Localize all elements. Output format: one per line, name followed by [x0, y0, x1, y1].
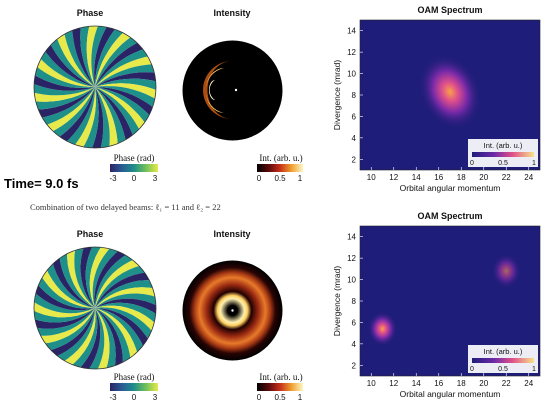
phase-tick-2-0: -3	[109, 393, 117, 402]
colorbar-tick: 0.5	[498, 366, 508, 373]
spectrum-title: OAM Spectrum	[417, 211, 482, 221]
phase-tick-2-1: 0	[131, 393, 137, 402]
y-tick-label: 4	[352, 340, 357, 349]
caption: Combination of two delayed beams: ℓ₁ = 1…	[30, 202, 221, 212]
phase-tick-1-0: -3	[109, 174, 117, 183]
intensity-tick-2-1: 0.5	[274, 393, 286, 402]
phase-map-2	[33, 246, 157, 370]
x-axis-label: Orbital angular momentum	[400, 389, 501, 399]
x-tick-label: 18	[457, 173, 466, 182]
intensity-map-1	[182, 40, 283, 141]
y-tick-label: 8	[352, 91, 357, 100]
phase-title-2: Phase	[76, 229, 104, 239]
intensity-colorbar-2	[257, 383, 303, 391]
y-tick-label: 2	[352, 361, 357, 370]
phase-tick-1-1: 0	[131, 174, 137, 183]
phase-map-1	[33, 25, 157, 149]
colorbar-tick: 1	[532, 160, 536, 167]
x-tick-label: 18	[457, 379, 466, 388]
y-axis-label: Divergence (mrad)	[332, 266, 342, 337]
intensity-colorbar-1	[257, 164, 303, 172]
intensity-colorbar-label-2: Int. (arb. u.)	[259, 372, 303, 382]
intensity-colorbar-label-1: Int. (arb. u.)	[259, 153, 303, 163]
intensity-title-2: Intensity	[213, 229, 251, 239]
y-tick-label: 10	[347, 276, 356, 285]
phase-tick-2-2: 3	[152, 393, 158, 402]
x-tick-label: 12	[389, 173, 398, 182]
x-axis-label: Orbital angular momentum	[400, 183, 501, 193]
y-tick-label: 8	[352, 297, 357, 306]
x-tick-label: 10	[367, 173, 376, 182]
x-tick-label: 12	[389, 379, 398, 388]
colorbar-tick: 1	[532, 366, 536, 373]
y-tick-label: 6	[352, 318, 357, 327]
x-tick-label: 14	[412, 379, 421, 388]
y-tick-label: 12	[347, 254, 356, 263]
x-tick-label: 22	[502, 379, 511, 388]
spectrum-peak-1	[491, 253, 521, 289]
intensity-tick-2-0: 0	[256, 393, 262, 402]
x-tick-label: 22	[502, 173, 511, 182]
y-axis-label: Divergence (mrad)	[332, 60, 342, 131]
phase-colorbar-1	[110, 164, 158, 172]
y-tick-label: 2	[352, 155, 357, 164]
phase-colorbar-label-1: Phase (rad)	[113, 153, 155, 163]
phase-colorbar-2	[110, 383, 158, 391]
x-tick-label: 16	[434, 379, 443, 388]
spectrum-title: OAM Spectrum	[417, 5, 482, 15]
y-tick-label: 4	[352, 134, 357, 143]
x-tick-label: 24	[524, 173, 533, 182]
intensity-tick-1-2: 1	[297, 174, 303, 183]
phase-tick-1-2: 3	[152, 174, 158, 183]
x-tick-label: 24	[524, 379, 533, 388]
time-label: Time= 9.0 fs	[4, 176, 79, 191]
y-tick-label: 10	[347, 70, 356, 79]
x-tick-label: 10	[367, 379, 376, 388]
phase-title-1: Phase	[76, 8, 104, 18]
colorbar	[472, 152, 534, 157]
intensity-title-1: Intensity	[213, 8, 251, 18]
x-tick-label: 16	[434, 173, 443, 182]
y-tick-label: 14	[347, 233, 356, 242]
phase-colorbar-label-2: Phase (rad)	[113, 372, 155, 382]
spectrum-peak-0	[367, 311, 398, 346]
colorbar-tick: 0.5	[498, 160, 508, 167]
colorbar	[472, 358, 534, 363]
intensity-tick-1-1: 0.5	[274, 174, 286, 183]
colorbar-tick: 0	[470, 160, 474, 167]
y-tick-label: 14	[347, 27, 356, 36]
colorbar-tick: 0	[470, 366, 474, 373]
intensity-tick-2-2: 1	[297, 393, 303, 402]
y-tick-label: 6	[352, 112, 357, 121]
x-tick-label: 14	[412, 173, 421, 182]
x-tick-label: 20	[479, 379, 488, 388]
spectrum-peak-0	[418, 54, 482, 129]
intensity-tick-1-0: 0	[256, 174, 262, 183]
x-tick-label: 20	[479, 173, 488, 182]
colorbar-label: Int. (arb. u.)	[484, 347, 523, 356]
colorbar-label: Int. (arb. u.)	[484, 141, 523, 150]
intensity-map-2	[182, 260, 283, 361]
y-tick-label: 12	[347, 48, 356, 57]
